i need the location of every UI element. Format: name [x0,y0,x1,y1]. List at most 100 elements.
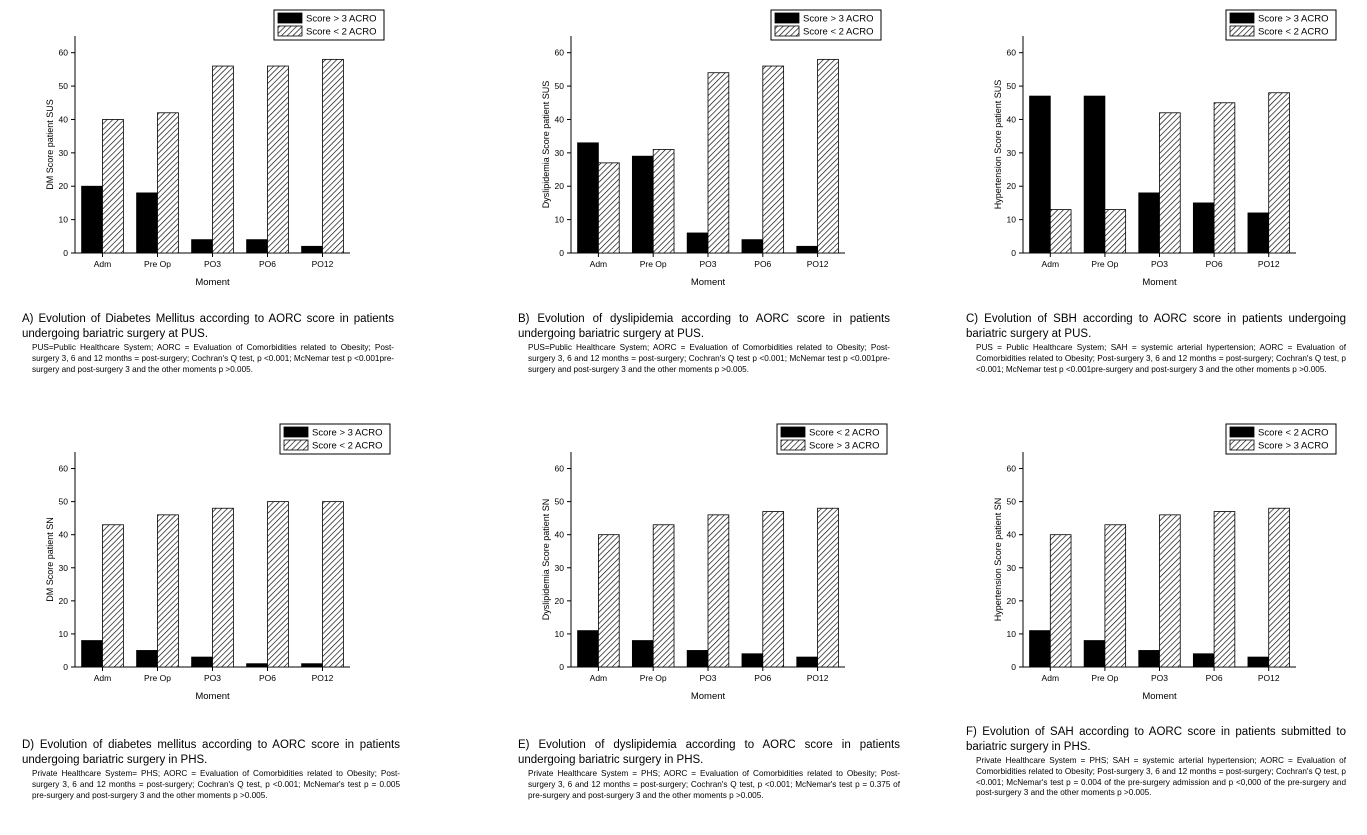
legend-label: Score > 3 ACRO [306,14,377,25]
x-tick-label: PO12 [312,259,334,269]
caption-c: C) Evolution of SBH according to AORC sc… [966,312,1346,375]
y-tick-label: 20 [1007,181,1017,191]
y-tick-label: 50 [555,497,565,507]
y-tick-label: 0 [63,662,68,672]
bar-solid [136,192,158,254]
bar-solid [191,239,213,254]
bar-solid [301,245,323,254]
y-tick-label: 10 [1007,629,1017,639]
bar-solid [246,239,268,254]
bar-hatched [1213,511,1236,668]
bar-solid [577,142,599,254]
caption-e-title: E) Evolution of dyslipidemia according t… [518,739,900,766]
bar-hatched [817,507,839,668]
y-tick-label: 40 [1007,114,1017,124]
x-tick-label: Pre Op [640,673,667,683]
bar-hatched [102,524,124,668]
caption-f-note: Private Healthcare System = PHS; SAH = s… [976,756,1346,798]
x-tick-label: PO6 [259,673,276,683]
x-axis-title: Moment [1142,691,1177,702]
y-tick-label: 30 [1007,563,1017,573]
y-axis-title: DM Score patient SN [45,517,55,602]
bar-hatched [267,501,289,668]
y-tick-label: 60 [59,48,69,58]
y-tick-label: 0 [1011,248,1016,258]
x-axis-title: Moment [195,691,230,702]
x-tick-label: PO3 [1151,673,1168,683]
bar-solid [577,630,599,668]
y-tick-label: 0 [63,248,68,258]
caption-a-note: PUS=Public Healthcare System; AORC = Eva… [32,343,394,374]
x-tick-label: PO12 [1258,673,1280,683]
bar-hatched [598,534,620,668]
legend-swatch-solid [780,426,806,438]
y-tick-label: 30 [1007,148,1017,158]
x-tick-label: PO6 [754,259,771,269]
caption-f-title: F) Evolution of SAH according to AORC sc… [966,726,1346,753]
y-axis-title: Hypertension Score patient SN [993,498,1003,622]
legend-label: Score > 3 ACRO [312,428,383,439]
bar-hatched [1268,507,1290,668]
caption-b-title: B) Evolution of dyslipidemia according t… [518,313,890,340]
legend-swatch-solid [1229,12,1255,24]
bar-solid [1192,653,1215,668]
caption-a: A) Evolution of Diabetes Mellitus accord… [22,312,394,375]
y-tick-label: 0 [1011,662,1016,672]
legend-label: Score > 3 ACRO [1258,14,1329,25]
y-tick-label: 0 [559,662,564,672]
y-tick-label: 60 [59,464,69,474]
y-tick-label: 50 [555,81,565,91]
x-tick-label: Pre Op [144,259,171,269]
chart-f: 0 10 20 30 40 50 60 Adm Pre Op PO3 PO6 PO12 Moment Hy… [993,423,1337,702]
legend-swatch-solid [1229,426,1255,438]
legend-swatch-hatched [780,439,806,451]
y-tick-label: 0 [559,248,564,258]
legend-swatch-hatched [283,439,309,451]
x-tick-label: PO12 [1258,259,1280,269]
caption-f: F) Evolution of SAH according to AORC sc… [966,725,1346,799]
x-axis-title: Moment [1142,277,1177,288]
legend-swatch-solid [277,12,303,24]
y-tick-label: 40 [1007,530,1017,540]
legend-swatch-solid [774,12,800,24]
caption-c-title: C) Evolution of SBH according to AORC sc… [966,313,1346,340]
y-tick-label: 50 [59,497,69,507]
caption-e-note: Private Healthcare System = PHS; AORC = … [528,769,900,800]
bar-solid [136,650,158,668]
x-tick-label: Pre Op [1091,259,1118,269]
x-tick-label: Adm [94,673,111,683]
legend-label: Score < 2 ACRO [809,428,880,439]
x-tick-label: PO6 [259,259,276,269]
y-tick-label: 40 [59,530,69,540]
chart-c: 0 10 20 30 40 50 60 Adm Pre Op PO3 PO6 PO12 Moment Hy… [993,9,1337,288]
x-tick-label: PO3 [204,259,221,269]
bar-hatched [102,119,124,254]
chart-e: 0 10 20 30 40 50 60 Adm Pre Op PO3 PO6 PO12 Moment Dy… [541,423,888,702]
legend: Score < 2 ACRO Score > 3 ACRO [1225,423,1337,455]
y-tick-label: 20 [59,181,69,191]
bar-solid [1247,212,1270,254]
bar-hatched [1104,524,1127,668]
x-tick-label: PO3 [204,673,221,683]
bar-hatched [1159,514,1181,668]
y-tick-label: 40 [555,114,565,124]
bar-solid [741,239,764,254]
bar-solid [1138,650,1160,668]
chart-a: 0 10 20 30 40 50 60 Adm Pre Op PO3 PO6 PO12 Moment DM… [45,9,385,288]
y-axis-title: DM Score patient SUS [45,99,55,190]
x-tick-label: Pre Op [1091,673,1118,683]
caption-d: D) Evolution of diabetes mellitus accord… [22,738,400,801]
bar-hatched [322,501,344,668]
bar-solid [686,650,709,668]
legend-label: Score < 2 ACRO [1258,428,1329,439]
x-axis-title: Moment [195,277,230,288]
bar-hatched [212,507,234,668]
caption-e: E) Evolution of dyslipidemia according t… [518,738,900,801]
bar-solid [191,656,213,668]
y-tick-label: 30 [59,148,69,158]
bar-solid [1138,192,1160,254]
legend-swatch-hatched [774,25,800,37]
y-tick-label: 60 [555,48,565,58]
caption-c-note: PUS = Public Healthcare System; SAH = sy… [976,343,1346,374]
legend: Score > 3 ACRO Score < 2 ACRO [279,423,391,455]
